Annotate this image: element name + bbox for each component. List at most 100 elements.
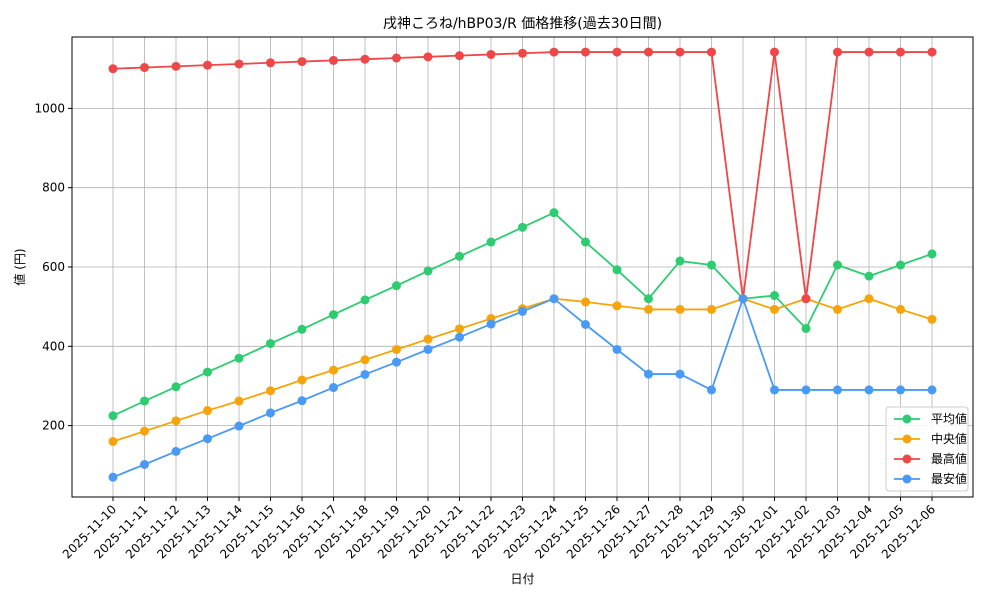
y-tick-label: 600	[42, 260, 65, 274]
data-point	[234, 59, 244, 69]
y-axis: 200 400 600 800 1000	[34, 101, 72, 433]
data-point	[455, 251, 464, 261]
data-point	[360, 355, 370, 365]
data-point	[423, 344, 433, 354]
legend-item[interactable]: 平均値	[894, 411, 967, 426]
y-tick-label: 1000	[34, 101, 65, 115]
y-tick-label: 800	[42, 181, 65, 195]
data-point	[581, 297, 590, 307]
data-point	[581, 237, 590, 247]
data-point	[927, 47, 937, 57]
legend-marker	[902, 474, 912, 484]
data-point	[486, 319, 496, 329]
legend-label: 中央値	[931, 431, 967, 446]
data-point	[329, 365, 338, 375]
data-point	[770, 291, 779, 301]
data-point	[329, 310, 338, 320]
data-point	[266, 58, 275, 68]
data-point	[329, 55, 338, 65]
legend-label: 最高値	[931, 451, 967, 466]
grid	[72, 37, 973, 497]
series-4	[108, 294, 937, 482]
legend-label: 最安値	[931, 471, 967, 486]
legend-marker	[902, 414, 912, 424]
data-point	[297, 375, 307, 385]
data-point	[203, 434, 212, 444]
data-point	[108, 436, 118, 446]
data-point	[738, 294, 748, 304]
data-point	[770, 304, 779, 314]
legend-marker	[902, 454, 912, 464]
data-point	[108, 64, 118, 74]
data-point	[392, 53, 401, 63]
data-point	[171, 61, 181, 71]
legend-label: 平均値	[931, 411, 967, 426]
data-point	[171, 382, 181, 392]
data-point	[171, 446, 181, 456]
data-point	[675, 369, 685, 379]
data-point	[455, 324, 464, 334]
data-point	[896, 304, 905, 314]
data-point	[455, 51, 464, 61]
data-point	[549, 294, 559, 304]
data-point	[108, 411, 118, 421]
y-axis-label: 値 (円)	[12, 248, 27, 285]
data-point	[770, 47, 779, 57]
legend-item[interactable]: 最高値	[894, 451, 967, 466]
data-point	[770, 385, 779, 395]
data-point	[360, 295, 370, 305]
data-point	[455, 332, 464, 342]
data-point	[518, 48, 527, 58]
series-3	[108, 47, 937, 304]
data-point	[801, 294, 811, 304]
y-tick-label: 400	[42, 339, 65, 353]
data-point	[140, 459, 149, 469]
data-point	[707, 47, 716, 57]
data-point	[549, 47, 559, 57]
data-point	[581, 320, 590, 329]
legend-marker	[902, 434, 912, 444]
legend-item[interactable]: 最安値	[894, 471, 967, 486]
chart-title: 戌神ころね/hBP03/R 価格推移(過去30日間)	[383, 16, 662, 32]
data-point	[140, 396, 149, 406]
data-point	[927, 314, 937, 324]
data-point	[234, 421, 244, 431]
data-point	[108, 472, 118, 482]
data-point	[360, 54, 370, 64]
data-point	[203, 367, 212, 377]
data-point	[675, 256, 685, 266]
data-point	[833, 385, 842, 395]
data-point	[644, 369, 653, 379]
data-point	[423, 266, 433, 276]
data-point	[297, 324, 307, 334]
legend-item[interactable]: 中央値	[894, 431, 967, 446]
data-point	[266, 408, 275, 418]
data-point	[234, 396, 244, 406]
data-point	[612, 344, 622, 354]
data-point	[833, 47, 842, 57]
data-point	[707, 260, 716, 270]
data-point	[644, 47, 653, 57]
data-point	[297, 396, 307, 406]
data-point	[329, 383, 338, 393]
data-point	[423, 334, 433, 344]
data-point	[896, 47, 905, 57]
data-point	[486, 49, 496, 59]
data-point	[833, 304, 842, 314]
data-point	[801, 385, 811, 395]
data-point	[266, 386, 275, 396]
data-point	[864, 385, 874, 395]
data-point	[297, 57, 307, 67]
data-point	[360, 369, 370, 379]
data-point	[644, 294, 653, 304]
data-point	[896, 260, 905, 270]
data-point	[423, 52, 433, 62]
data-point	[864, 271, 874, 281]
data-point	[864, 47, 874, 57]
data-point	[234, 353, 244, 363]
data-point	[392, 281, 401, 291]
y-tick-label: 200	[42, 419, 65, 433]
